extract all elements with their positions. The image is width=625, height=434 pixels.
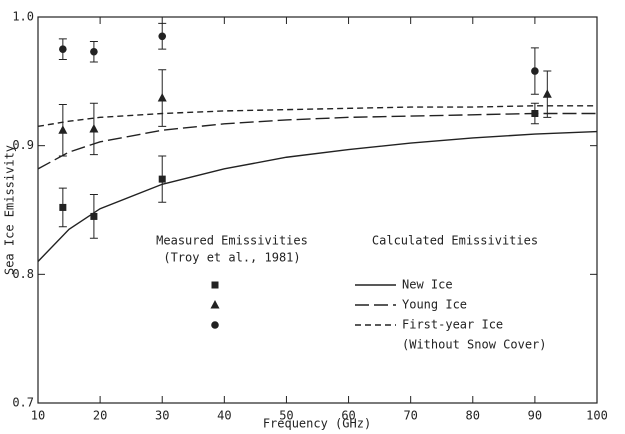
legend-marker xyxy=(210,300,220,309)
data-point xyxy=(158,175,166,183)
x-tick-label: 10 xyxy=(31,409,45,423)
y-tick-label: 1.0 xyxy=(12,10,34,24)
x-tick-label: 100 xyxy=(586,409,608,423)
x-tick-label: 30 xyxy=(155,409,169,423)
x-tick-label: 90 xyxy=(528,409,542,423)
y-tick-label: 0.8 xyxy=(12,267,34,281)
x-axis-label: Frequency (GHz) xyxy=(263,417,371,431)
curve xyxy=(37,105,597,128)
legend-label: Young Ice xyxy=(402,298,467,312)
y-axis-label: Sea Ice Emissivity xyxy=(3,145,17,275)
legend-marker xyxy=(211,321,219,329)
data-point xyxy=(90,47,98,56)
data-point xyxy=(59,203,67,211)
data-point xyxy=(531,67,539,75)
legend-label: First-year Ice xyxy=(402,318,503,332)
x-tick-label: 50 xyxy=(279,409,293,423)
plot-frame xyxy=(37,16,598,404)
data-point xyxy=(59,45,67,53)
curve xyxy=(37,112,597,170)
x-tick-label: 80 xyxy=(466,409,480,423)
x-tick-label: 70 xyxy=(403,409,417,423)
data-point xyxy=(89,123,99,133)
legend-note: (Without Snow Cover) xyxy=(402,338,547,352)
x-tick-label: 40 xyxy=(217,409,231,423)
y-tick-label: 0.9 xyxy=(12,138,34,152)
data-point xyxy=(542,89,552,98)
data-point xyxy=(58,125,68,134)
y-tick-label: 0.7 xyxy=(12,396,34,410)
legend-subtitle: (Troy et al., 1981) xyxy=(163,251,300,265)
data-point xyxy=(90,212,98,220)
legend-marker xyxy=(211,281,219,289)
curve xyxy=(37,130,598,262)
legend-title: Measured Emissivities xyxy=(156,234,308,248)
legend-label: New Ice xyxy=(402,278,453,292)
data-point xyxy=(157,93,167,102)
data-point xyxy=(531,110,539,117)
legend-title: Calculated Emissivities xyxy=(372,234,538,248)
data-point xyxy=(158,32,167,41)
x-tick-label: 20 xyxy=(93,409,107,423)
x-tick-label: 60 xyxy=(341,409,355,423)
